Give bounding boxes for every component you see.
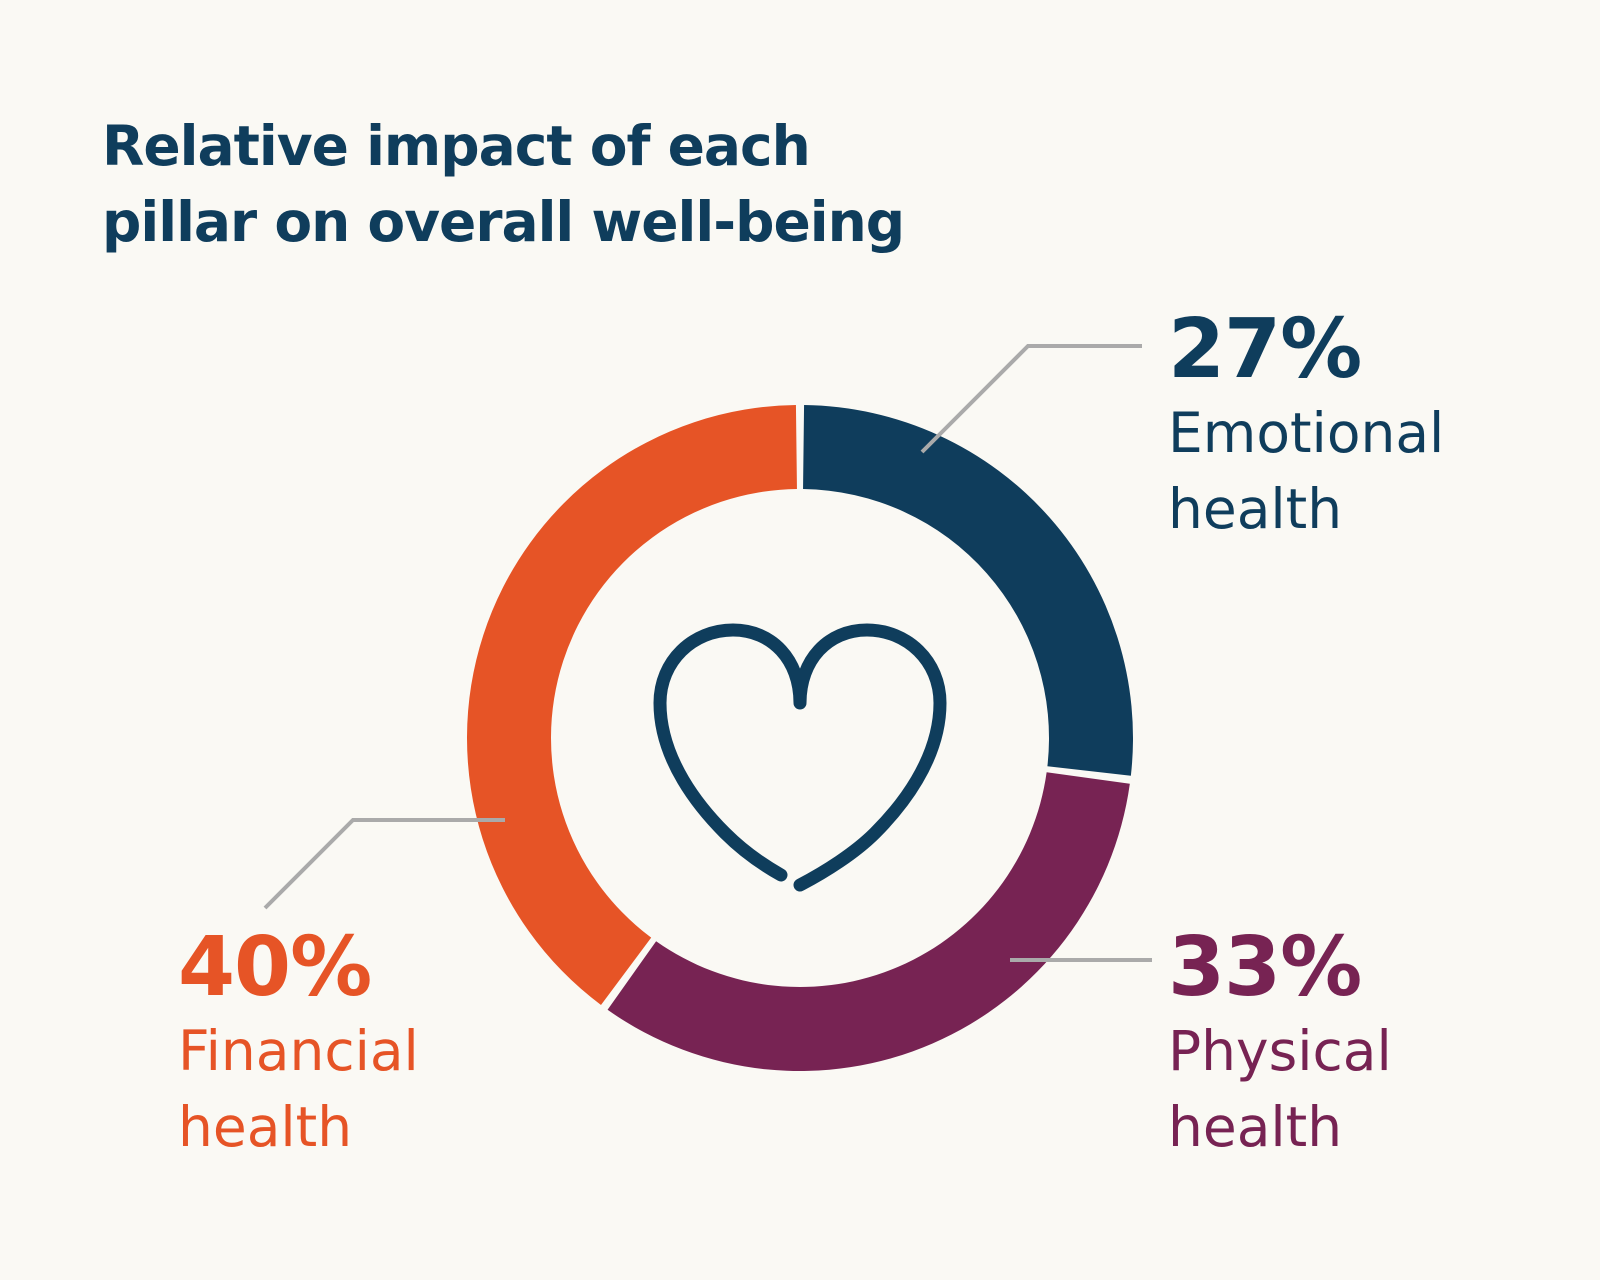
leader-line-financial bbox=[263, 818, 505, 910]
leader-line-emotional bbox=[920, 344, 1142, 454]
physical-name-line-1: Physical bbox=[1168, 1019, 1392, 1083]
label-emotional: 27% Emotional health bbox=[1168, 305, 1444, 547]
financial-percent: 40% bbox=[178, 920, 372, 1015]
emotional-percent: 27% bbox=[1168, 302, 1362, 397]
slice-physical bbox=[607, 772, 1130, 1071]
emotional-name-line-2: health bbox=[1168, 477, 1343, 541]
financial-name-line-2: health bbox=[178, 1095, 353, 1159]
label-physical: 33% Physical health bbox=[1168, 923, 1392, 1165]
leader-lines bbox=[263, 344, 1152, 962]
chart-title: Relative impact of each pillar on overal… bbox=[102, 108, 1002, 260]
heart-icon bbox=[653, 623, 947, 892]
label-financial: 40% Financial health bbox=[178, 923, 419, 1165]
donut-slices bbox=[466, 405, 1133, 1071]
emotional-name-line-1: Emotional bbox=[1168, 401, 1445, 465]
slice-emotional bbox=[803, 405, 1133, 776]
chart-title-line-1: Relative impact of each bbox=[102, 114, 811, 178]
physical-percent: 33% bbox=[1168, 920, 1362, 1015]
chart-title-line-2: pillar on overall well-being bbox=[102, 190, 905, 254]
slice-financial bbox=[466, 405, 797, 1005]
financial-name-line-1: Financial bbox=[178, 1019, 419, 1083]
physical-name-line-2: health bbox=[1168, 1095, 1343, 1159]
